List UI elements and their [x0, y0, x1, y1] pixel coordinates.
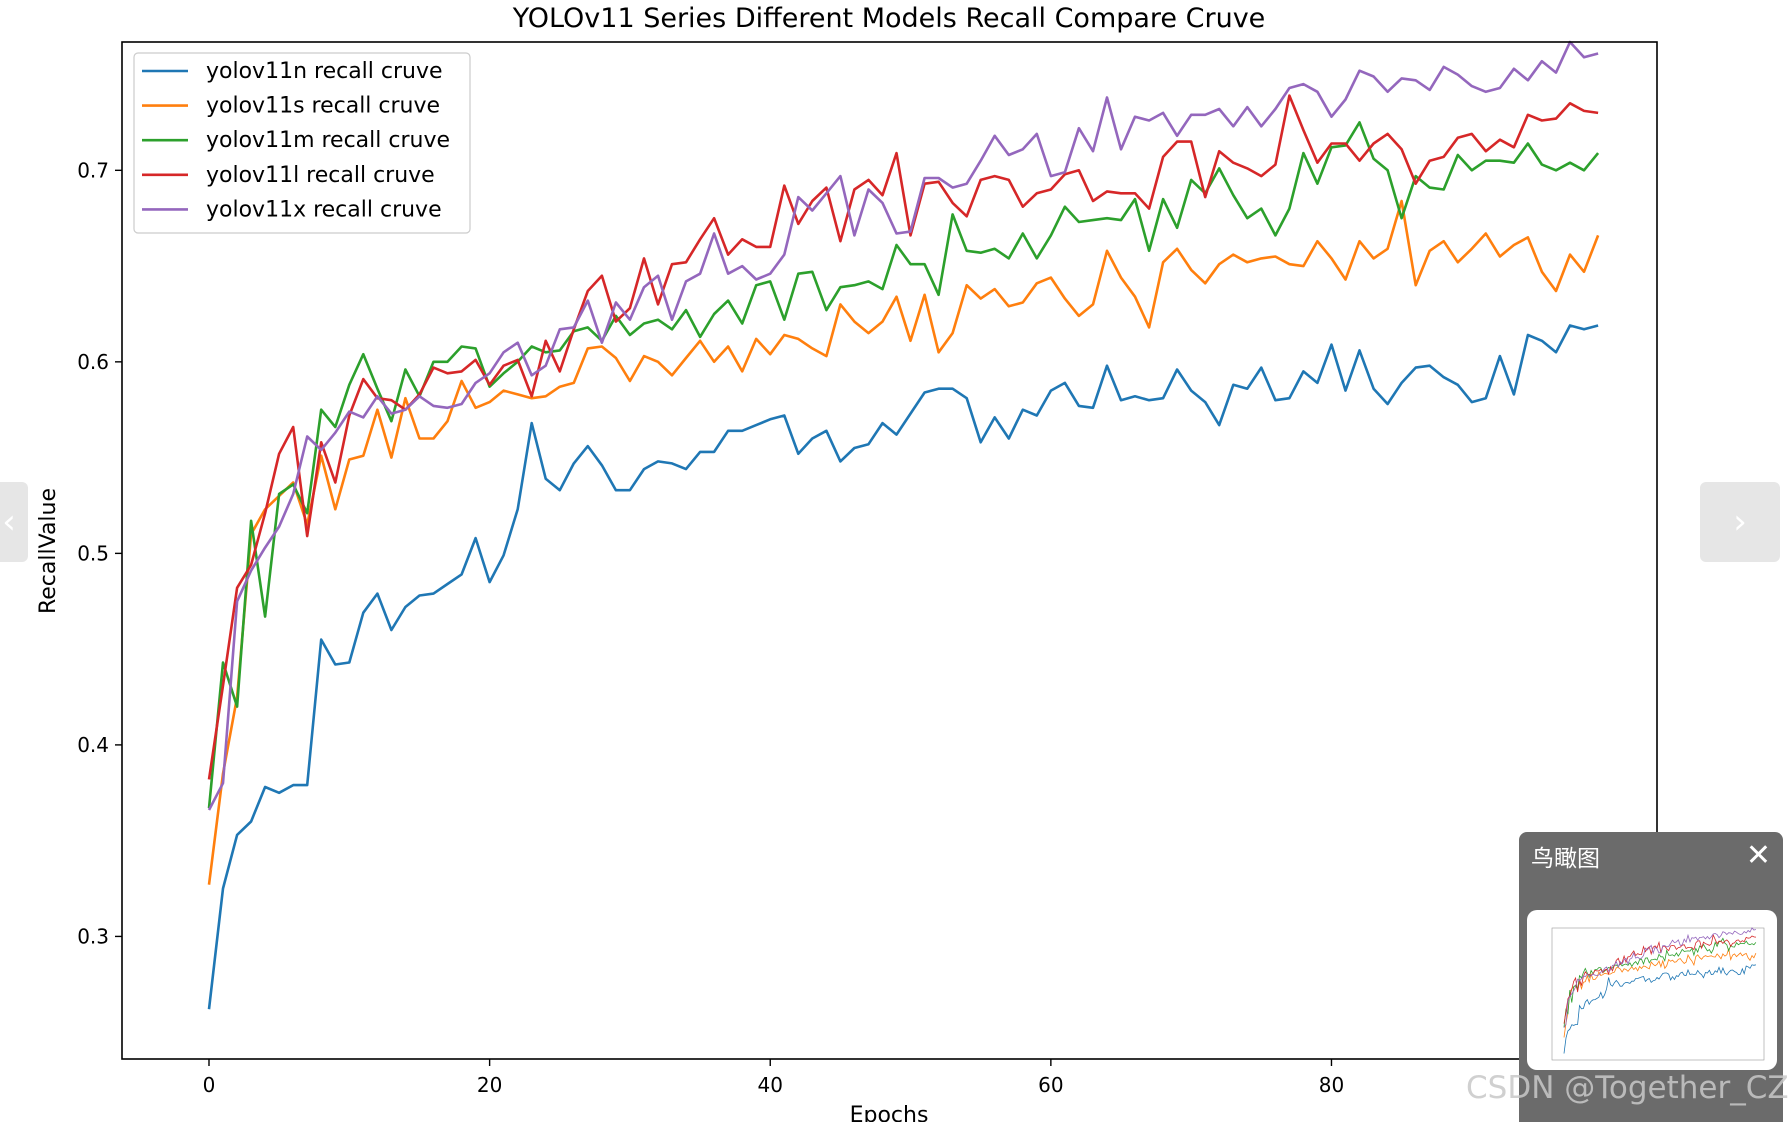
y-tick-label: 0.5: [77, 541, 109, 565]
legend-box: [133, 52, 471, 234]
series-line-3: [207, 121, 1600, 809]
chevron-right-icon: ›: [1733, 502, 1747, 542]
series-line-2: [207, 199, 1600, 885]
series-line-5: [207, 40, 1599, 811]
chart-title: YOLOv11 Series Different Models Recall C…: [512, 3, 1266, 34]
previous-image-button[interactable]: ‹: [0, 482, 28, 562]
legend-label-2: yolov11s recall cruve: [206, 94, 440, 119]
x-tick-label: 60: [1038, 1073, 1063, 1097]
minimap-title: 鸟瞰图: [1531, 846, 1600, 872]
minimap-panel: 鸟瞰图 ✕: [1519, 832, 1783, 1122]
x-tick-label: 0: [203, 1073, 216, 1097]
minimap-axes-frame: [1551, 927, 1765, 1061]
y-tick-label: 0.7: [77, 158, 109, 182]
y-tick-label: 0.3: [77, 924, 109, 948]
ticks-layer: 0 20 40 60 80 0.3 0.4 0.5 0.6 0.7: [77, 158, 1344, 1097]
minimap-series-line-3: [1563, 937, 1757, 1028]
y-axis-label: RecallValue: [36, 488, 61, 614]
watermark: CSDN @Together_CZ: [1466, 1070, 1789, 1106]
minimap-series-line-5: [1563, 927, 1756, 1028]
next-image-button[interactable]: ›: [1700, 482, 1780, 562]
legend-label-3: yolov11m recall cruve: [206, 128, 450, 153]
axes-frame: [121, 41, 1658, 1060]
minimap-thumbnail-chart: [1551, 927, 1765, 1061]
x-tick-label: 40: [758, 1073, 783, 1097]
minimap-header: 鸟瞰图 ✕: [1519, 832, 1783, 880]
series-line-4: [207, 94, 1599, 780]
y-tick-label: 0.6: [77, 350, 109, 374]
minimap-thumbnail[interactable]: [1527, 910, 1777, 1070]
legend-label-4: yolov11l recall cruve: [206, 163, 435, 188]
x-axis-label: Epochs: [850, 1103, 929, 1122]
series-line-1: [207, 324, 1599, 1010]
legend-label-1: yolov11n recall cruve: [206, 59, 443, 84]
x-tick-label: 80: [1319, 1073, 1344, 1097]
minimap-series-line-1: [1563, 964, 1756, 1054]
chevron-left-icon: ‹: [2, 502, 16, 542]
minimap-series-line-2: [1563, 948, 1757, 1038]
y-tick-label: 0.4: [77, 733, 109, 757]
legend: yolov11n recall cruve yolov11s recall cru…: [133, 52, 471, 234]
close-icon[interactable]: ✕: [1745, 838, 1771, 873]
x-tick-label: 20: [477, 1073, 502, 1097]
legend-label-5: yolov11x recall cruve: [206, 197, 442, 222]
series-layer: [207, 40, 1600, 1010]
minimap-series-line-4: [1563, 933, 1756, 1024]
